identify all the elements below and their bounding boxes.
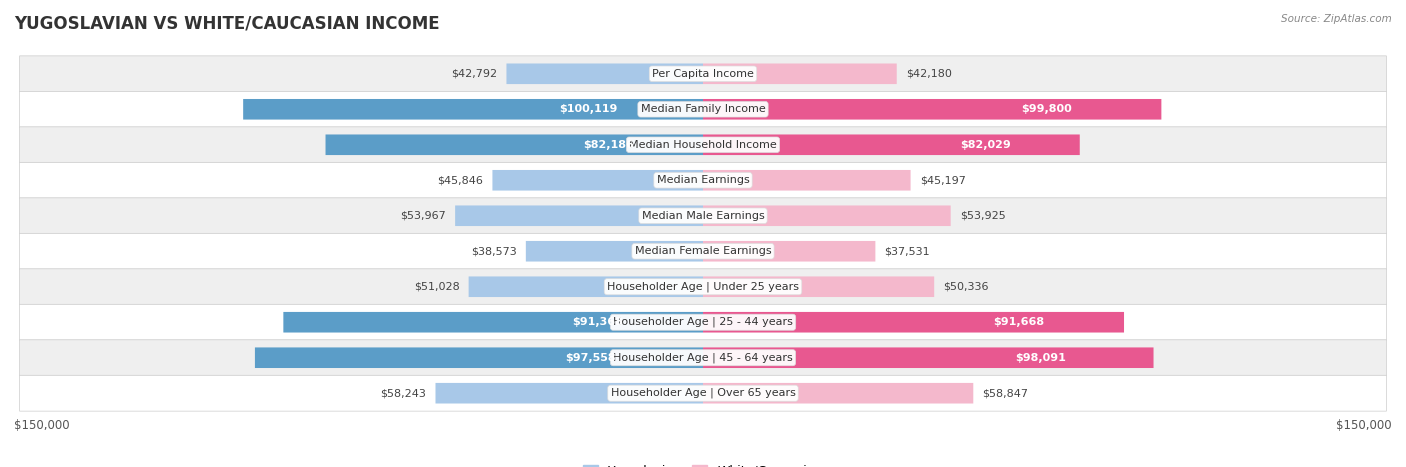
Text: $38,573: $38,573 <box>471 246 516 256</box>
Text: Median Household Income: Median Household Income <box>628 140 778 150</box>
FancyBboxPatch shape <box>243 99 703 120</box>
FancyBboxPatch shape <box>703 276 934 297</box>
Text: Householder Age | 25 - 44 years: Householder Age | 25 - 44 years <box>613 317 793 327</box>
FancyBboxPatch shape <box>20 127 1386 163</box>
FancyBboxPatch shape <box>20 163 1386 198</box>
FancyBboxPatch shape <box>326 134 703 155</box>
Text: $91,668: $91,668 <box>993 317 1045 327</box>
FancyBboxPatch shape <box>703 134 1080 155</box>
FancyBboxPatch shape <box>526 241 703 262</box>
Text: $45,197: $45,197 <box>920 175 966 185</box>
Text: $100,119: $100,119 <box>558 104 617 114</box>
FancyBboxPatch shape <box>20 304 1386 340</box>
Text: Median Male Earnings: Median Male Earnings <box>641 211 765 221</box>
Text: Median Female Earnings: Median Female Earnings <box>634 246 772 256</box>
Text: $53,925: $53,925 <box>960 211 1005 221</box>
Text: Source: ZipAtlas.com: Source: ZipAtlas.com <box>1281 14 1392 24</box>
FancyBboxPatch shape <box>254 347 703 368</box>
FancyBboxPatch shape <box>20 375 1386 411</box>
Text: $42,180: $42,180 <box>905 69 952 79</box>
FancyBboxPatch shape <box>506 64 703 84</box>
FancyBboxPatch shape <box>20 56 1386 92</box>
Text: $50,336: $50,336 <box>943 282 988 292</box>
Text: $97,558: $97,558 <box>565 353 616 363</box>
FancyBboxPatch shape <box>456 205 703 226</box>
Text: $51,028: $51,028 <box>413 282 460 292</box>
FancyBboxPatch shape <box>284 312 703 333</box>
Text: $82,029: $82,029 <box>960 140 1011 150</box>
Text: $98,091: $98,091 <box>1015 353 1066 363</box>
FancyBboxPatch shape <box>468 276 703 297</box>
FancyBboxPatch shape <box>436 383 703 403</box>
Text: Per Capita Income: Per Capita Income <box>652 69 754 79</box>
Text: Householder Age | Over 65 years: Householder Age | Over 65 years <box>610 388 796 398</box>
FancyBboxPatch shape <box>703 205 950 226</box>
Text: $45,846: $45,846 <box>437 175 484 185</box>
FancyBboxPatch shape <box>492 170 703 191</box>
Text: $42,792: $42,792 <box>451 69 498 79</box>
Text: Median Earnings: Median Earnings <box>657 175 749 185</box>
Text: Householder Age | 45 - 64 years: Householder Age | 45 - 64 years <box>613 353 793 363</box>
Text: $37,531: $37,531 <box>884 246 931 256</box>
Text: $91,368: $91,368 <box>572 317 623 327</box>
Text: Householder Age | Under 25 years: Householder Age | Under 25 years <box>607 282 799 292</box>
FancyBboxPatch shape <box>703 64 897 84</box>
FancyBboxPatch shape <box>703 170 911 191</box>
FancyBboxPatch shape <box>703 347 1153 368</box>
FancyBboxPatch shape <box>20 92 1386 127</box>
Text: $150,000: $150,000 <box>1336 419 1392 432</box>
Text: $150,000: $150,000 <box>14 419 70 432</box>
FancyBboxPatch shape <box>20 269 1386 304</box>
Text: $82,186: $82,186 <box>583 140 634 150</box>
Legend: Yugoslavian, White/Caucasian: Yugoslavian, White/Caucasian <box>578 460 828 467</box>
FancyBboxPatch shape <box>20 198 1386 234</box>
Text: $58,847: $58,847 <box>983 388 1028 398</box>
Text: $99,800: $99,800 <box>1021 104 1073 114</box>
Text: YUGOSLAVIAN VS WHITE/CAUCASIAN INCOME: YUGOSLAVIAN VS WHITE/CAUCASIAN INCOME <box>14 14 440 32</box>
Text: $53,967: $53,967 <box>401 211 446 221</box>
FancyBboxPatch shape <box>703 241 876 262</box>
FancyBboxPatch shape <box>20 340 1386 375</box>
FancyBboxPatch shape <box>20 234 1386 269</box>
Text: Median Family Income: Median Family Income <box>641 104 765 114</box>
FancyBboxPatch shape <box>703 312 1123 333</box>
FancyBboxPatch shape <box>703 99 1161 120</box>
FancyBboxPatch shape <box>703 383 973 403</box>
Text: $58,243: $58,243 <box>381 388 426 398</box>
